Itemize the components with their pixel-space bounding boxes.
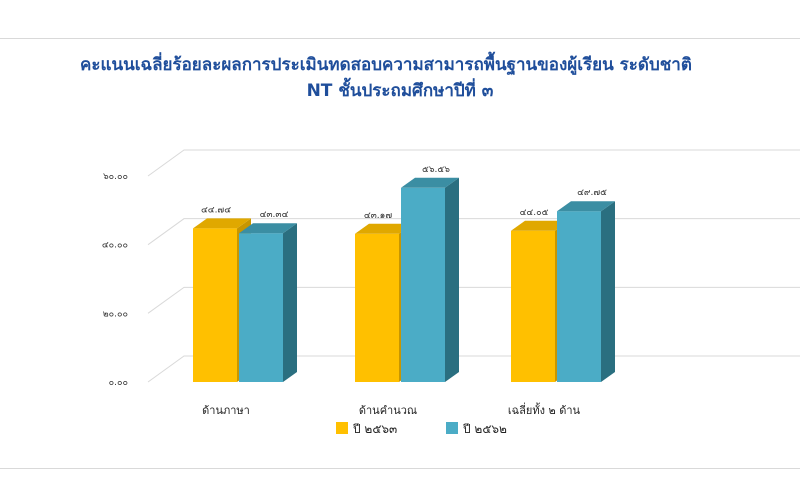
bar-top [401,177,459,188]
data-label: ๔๔.๗๔ [201,205,231,215]
bar-top [239,223,297,234]
data-label: ๔๙.๗๕ [577,188,607,198]
frame-border-bottom [0,468,800,469]
data-label: ๔๔.๐๕ [520,208,549,218]
bar-top [557,201,615,212]
chart-title: คะแนนเฉลี่ยร้อยละผลการประเมินทดสอบความสา… [0,52,800,104]
legend-swatch [446,422,458,434]
y-tick-label: ๔๐.๐๐ [102,241,128,251]
bar [193,228,237,382]
bar-side [445,177,459,382]
bar [239,233,283,382]
bar-top [511,220,569,231]
x-tick-label: เฉลี่ยทั้ง ๒ ด้าน [508,402,581,417]
data-label: ๔๓.๓๔ [260,210,289,220]
data-label: ๕๖.๕๖ [422,165,450,175]
frame-border-top [0,38,800,39]
legend-swatch [336,422,348,434]
x-tick-label: ด้านคำนวณ [359,404,417,417]
y-tick-label: ๖๐.๐๐ [103,172,128,182]
bar-top [193,218,251,229]
bar-side [601,201,615,382]
chart-title-line-2: NT ชั้นประถมศึกษาปีที่ ๓ [306,81,494,101]
bar [511,230,555,382]
bar-top [355,223,413,234]
x-tick-label: ด้านภาษา [202,404,250,417]
bar-side [283,223,297,382]
bar [401,187,445,382]
legend-label: ปี ๒๕๖๓ [352,422,397,436]
y-tick-label: ๐.๐๐ [109,378,128,388]
bar [557,211,601,382]
chart-title-line-1: คะแนนเฉลี่ยร้อยละผลการประเมินทดสอบความสา… [80,55,692,75]
data-label: ๔๓.๑๗ [364,211,393,221]
legend-label: ปี ๒๕๖๒ [462,422,507,436]
y-tick-label: ๒๐.๐๐ [103,309,128,319]
bar [355,233,399,382]
gridline [147,149,800,177]
